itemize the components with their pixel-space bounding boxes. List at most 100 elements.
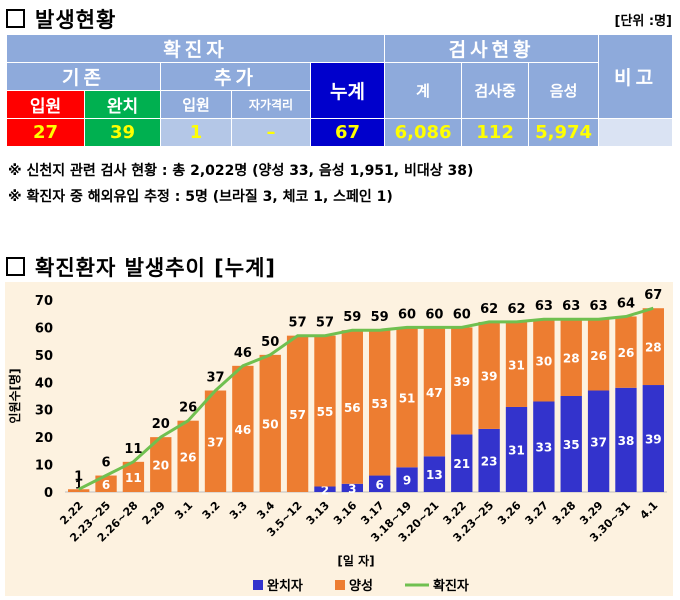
bar-positive [615,316,637,388]
bar-recovered [642,385,664,492]
bar-positive-label: 57 [289,408,306,422]
bar-positive-label: 26 [618,346,635,360]
status-title-text: 발생현황 [35,8,117,32]
existing-hospitalized-value: 27 [6,118,85,147]
in-testing-header: 검사중 [461,62,530,119]
bar-positive-label: 53 [371,397,388,411]
confirmed-value-label: 60 [453,307,471,322]
bar-positive [341,330,363,484]
bar-recovered-label: 13 [426,468,443,482]
bar-positive [68,489,90,492]
confirmed-trend-chart: 0 10 20 30 40 50 60 70 인원수[명] 1 6 11 20 26 37 46 50 57 2 55… [5,282,673,596]
bar-positive-label: 30 [536,354,553,368]
bar-positive-label: 47 [426,386,443,400]
bar-recovered [369,475,391,492]
confirmed-value-label: 59 [371,310,389,325]
bar-positive [505,321,528,407]
total-tests-header: 계 [384,62,463,119]
confirmed-value-label: 63 [535,299,553,314]
bar-positive [286,335,309,492]
bar-positive-label: 39 [453,375,470,389]
bar-positive-label: 20 [152,459,169,473]
negative-header: 음성 [528,62,600,119]
note-overseas: ※ 확진자 중 해외유입 추정 : 5명 (브라질 3, 체코 1, 스페인 1… [8,189,393,205]
existing-recovered-value: 39 [84,118,161,147]
note-shincheonji: ※ 신천지 관련 검사 현황 : 총 2,022명 (양성 33, 음성 1,9… [8,163,474,179]
bar-positive [122,461,145,492]
existing-header: 기존 [6,62,161,91]
confirmed-value-label: 63 [590,299,608,314]
cumulative-header: 누계 [309,62,386,119]
bar-recovered-label: 35 [563,438,580,452]
bar-recovered-label: 9 [403,474,411,488]
bar-positive [587,319,610,391]
confirmed-value-label: 59 [343,310,361,325]
confirmed-value-label: 62 [507,302,525,317]
confirmed-value-label: 57 [289,316,307,331]
confirmed-value-label: 60 [398,307,416,322]
testing-header: 검사현황 [384,34,600,63]
confirmed-value-label: 37 [206,371,224,386]
legend-confirmed-label: 확진자 [433,578,469,594]
confirmed-value-label: 6 [102,456,111,471]
bar-positive-label: 28 [645,341,662,355]
bar-recovered [505,406,528,492]
y-tick-label: 30 [35,404,53,419]
bar-positive [478,321,500,429]
bar-positive-label: 50 [262,417,279,431]
y-axis-label: 인원수[명] [7,368,22,423]
self-quarantine-value: – [231,118,311,147]
bar-recovered [314,486,336,492]
bar-positive-label: 11 [125,471,142,485]
bar-recovered [533,401,555,492]
confirmed-value-label: 26 [179,401,197,416]
x-axis-label: [일 자] [337,553,374,568]
bar-positive [451,327,473,435]
unit-label: [단위 :명] [614,14,673,29]
bar-recovered [478,428,500,492]
bar-recovered [451,434,473,492]
bar-positive [150,437,172,492]
legend-positive-swatch [335,580,345,590]
self-quarantine-label: 자가격리 [231,90,311,119]
bar-recovered-label: 3 [348,482,356,496]
bar-recovered-label: 31 [508,443,525,457]
confirmed-value-label: 63 [562,299,580,314]
confirmed-value-label: 11 [124,442,142,457]
total-tests-value: 6,086 [384,118,463,147]
bar-positive [423,327,446,457]
recovered-label: 완치 [84,90,161,119]
bar-recovered [615,387,637,492]
bar-positive-label: 26 [180,450,197,464]
checkbox-square-icon [6,9,25,28]
bar-positive-label: 39 [481,369,498,383]
bar-positive [560,319,582,396]
confirmed-value-label: 20 [152,417,170,432]
confirmed-value-label: 57 [316,316,334,331]
bar-recovered [560,396,582,492]
added-hospitalized-value: 1 [160,118,232,147]
negative-value: 5,974 [528,118,600,147]
remarks-value [598,118,674,147]
legend-positive-label: 양성 [349,579,373,594]
bar-recovered [396,467,418,492]
confirmed-value-label: 64 [617,296,635,311]
bar-positive [369,330,391,476]
bar-recovered-label: 39 [645,433,662,447]
added-hospitalized-label: 입원 [160,90,232,119]
bar-positive [533,319,555,402]
confirmed-header: 확진자 [5,34,386,63]
y-tick-label: 60 [35,321,53,336]
y-tick-label: 20 [35,431,53,446]
y-tick-label: 0 [44,486,53,501]
bar-positive-label: 1 [75,478,83,491]
confirmed-value-label: 67 [644,288,662,303]
y-tick-label: 40 [35,376,53,391]
bar-positive-label: 26 [590,349,607,363]
bar-recovered [423,456,446,492]
bar-recovered-label: 6 [376,478,384,492]
confirmed-value-label: 1 [74,469,83,484]
remarks-header: 비고 [598,34,674,119]
bar-recovered-label: 33 [536,441,553,455]
bar-recovered [587,390,610,492]
